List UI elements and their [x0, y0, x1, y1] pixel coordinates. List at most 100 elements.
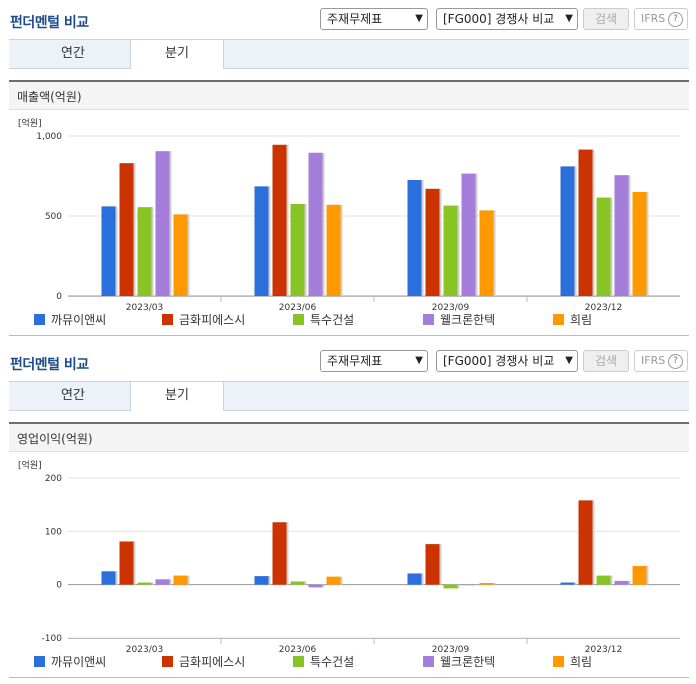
ifrs-label: IFRS	[641, 12, 666, 25]
legend-item[interactable]: 특수건설	[293, 653, 354, 671]
y-tick-label: -100	[42, 634, 63, 644]
legend-item[interactable]: 까뮤이앤씨	[34, 311, 106, 329]
bar	[425, 188, 440, 296]
legend-item[interactable]: 희림	[553, 311, 592, 329]
legend-swatch	[34, 656, 45, 667]
bar	[479, 210, 494, 296]
ifrs-button[interactable]: IFRS ?	[634, 350, 688, 372]
unit-label: [억원]	[18, 117, 42, 129]
bar	[101, 571, 116, 585]
bar	[461, 584, 476, 586]
ifrs-label: IFRS	[641, 354, 666, 367]
operating-profit-chart: [억원] -100 0 100 200 2023/03 2023/06 2023/09 2023…	[18, 459, 680, 654]
period-tabs: 연간 분기	[9, 381, 689, 411]
bar	[596, 197, 611, 296]
bar	[254, 576, 269, 585]
help-icon[interactable]: ?	[668, 354, 683, 369]
y-tick-label: 0	[56, 581, 62, 591]
x-tick-label: 2023/06	[279, 303, 317, 312]
search-button[interactable]: 검색	[583, 8, 629, 30]
legend-swatch	[553, 314, 564, 325]
bar	[578, 500, 593, 585]
ifrs-button[interactable]: IFRS ?	[634, 8, 688, 30]
chevron-down-icon: ▼	[415, 355, 423, 366]
legend-item[interactable]: 금화피에스시	[162, 311, 245, 329]
x-tick-label: 2023/09	[432, 645, 470, 654]
bar	[119, 163, 134, 296]
bar	[578, 149, 593, 296]
legend-swatch	[293, 656, 304, 667]
legend-item[interactable]: 희림	[553, 653, 592, 671]
x-tick-label: 2023/03	[126, 645, 163, 654]
bar	[560, 166, 575, 296]
legend-swatch	[423, 656, 434, 667]
compare-select-value: [FG000] 경쟁사 비교	[443, 12, 555, 26]
statement-select-value: 주재무제표	[327, 12, 383, 26]
bar	[119, 541, 134, 585]
bar	[461, 173, 476, 296]
legend-item[interactable]: 특수건설	[293, 311, 354, 329]
bar	[173, 214, 188, 296]
bar	[632, 566, 647, 585]
statement-select[interactable]: 주재무제표 ▼	[320, 8, 428, 30]
legend-item[interactable]: 금화피에스시	[162, 653, 245, 671]
bar	[155, 579, 170, 585]
chart-legend: 까뮤이앤씨 금화피에스시 특수건설 웰크론한텍 희림	[0, 311, 696, 331]
bar	[614, 175, 629, 296]
bar	[443, 584, 458, 589]
revenue-chart: [억원] 0 500 1,000 2023/03 2023/06 2023/09 2023/1…	[18, 117, 680, 312]
chevron-down-icon: ▼	[415, 13, 423, 24]
bar	[443, 205, 458, 296]
bar	[632, 192, 647, 296]
legend-label: 금화피에스시	[179, 655, 246, 669]
divider	[9, 677, 689, 678]
bar	[308, 584, 323, 588]
tab-quarterly[interactable]: 분기	[130, 40, 224, 69]
tab-quarterly[interactable]: 분기	[130, 382, 224, 411]
revenue-panel: 펀더멘털 비교 주재무제표 ▼ [FG000] 경쟁사 비교 ▼ 검색 IFRS…	[0, 8, 696, 336]
bar	[407, 180, 422, 296]
bar	[272, 144, 287, 296]
legend-item[interactable]: 웰크론한텍	[423, 311, 495, 329]
section-title: 매출액(억원)	[9, 80, 689, 110]
bar	[155, 151, 170, 296]
legend-label: 희림	[570, 655, 593, 669]
x-tick-label: 2023/12	[585, 303, 622, 312]
chart-legend: 까뮤이앤씨 금화피에스시 특수건설 웰크론한텍 희림	[0, 653, 696, 673]
section-title: 영업이익(억원)	[9, 422, 689, 452]
bar	[137, 582, 152, 585]
compare-select[interactable]: [FG000] 경쟁사 비교 ▼	[436, 350, 578, 372]
x-tick-label: 2023/12	[585, 645, 622, 654]
period-tabs: 연간 분기	[9, 39, 689, 69]
y-tick-label: 200	[45, 474, 62, 484]
bar	[407, 573, 422, 585]
bar	[137, 207, 152, 296]
tab-annual[interactable]: 연간	[61, 46, 85, 61]
divider	[9, 335, 689, 336]
statement-select[interactable]: 주재무제표 ▼	[320, 350, 428, 372]
legend-swatch	[162, 656, 173, 667]
bar	[614, 580, 629, 585]
legend-item[interactable]: 웰크론한텍	[423, 653, 495, 671]
compare-select[interactable]: [FG000] 경쟁사 비교 ▼	[436, 8, 578, 30]
bar	[173, 575, 188, 585]
legend-item[interactable]: 까뮤이앤씨	[34, 653, 106, 671]
legend-swatch	[162, 314, 173, 325]
y-tick-label: 0	[56, 292, 62, 302]
panel-title: 펀더멘털 비교	[10, 357, 89, 373]
tab-annual[interactable]: 연간	[61, 388, 85, 403]
search-button[interactable]: 검색	[583, 350, 629, 372]
unit-label: [억원]	[18, 459, 42, 471]
y-tick-label: 1,000	[36, 132, 62, 142]
x-tick-label: 2023/09	[432, 303, 470, 312]
help-icon[interactable]: ?	[668, 12, 683, 27]
legend-swatch	[553, 656, 564, 667]
legend-swatch	[34, 314, 45, 325]
legend-label: 금화피에스시	[179, 313, 246, 327]
legend-label: 특수건설	[310, 655, 355, 669]
bar	[596, 575, 611, 585]
statement-select-value: 주재무제표	[327, 354, 383, 368]
y-tick-label: 100	[45, 527, 62, 537]
bar	[254, 186, 269, 296]
panel-title: 펀더멘털 비교	[10, 15, 89, 31]
